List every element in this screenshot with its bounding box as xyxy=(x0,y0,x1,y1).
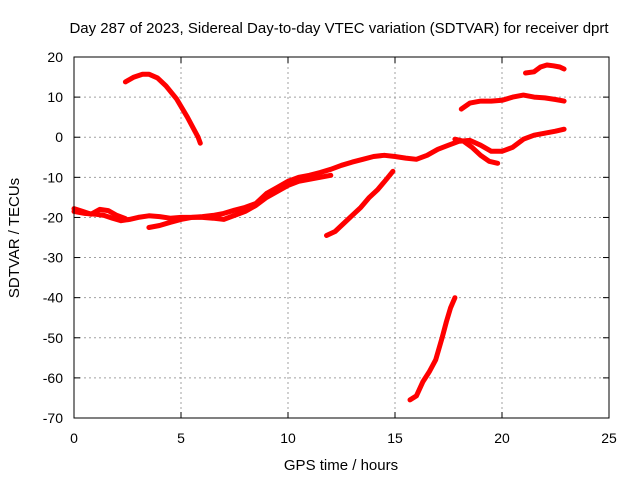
y-tick-label: 0 xyxy=(55,129,63,145)
plot-area xyxy=(71,62,567,403)
y-tick-label: -60 xyxy=(43,370,63,386)
x-tick-label: 25 xyxy=(601,430,617,446)
x-tick-label: 10 xyxy=(280,430,296,446)
grid-lines xyxy=(74,57,609,418)
series-arc-5 xyxy=(324,168,396,238)
series-arc-9 xyxy=(452,136,501,166)
y-tick-label: -50 xyxy=(43,330,63,346)
tick-labels: 0 5 10 15 20 25 20 10 0 -10 -20 -30 -40 -50 -60 -70 xyxy=(43,49,617,446)
x-axis-title: GPS time / hours xyxy=(284,457,398,474)
y-tick-label: -20 xyxy=(43,209,63,225)
x-tick-label: 5 xyxy=(177,430,185,446)
series-arc-7 xyxy=(458,92,567,112)
y-tick-label: 10 xyxy=(47,89,63,105)
series-arc-4 xyxy=(146,172,334,230)
x-tick-label: 15 xyxy=(387,430,403,446)
series-arc-3 xyxy=(71,206,128,222)
plot-frame xyxy=(73,56,610,419)
y-tick-label: 20 xyxy=(47,49,63,65)
series-arc-6 xyxy=(407,295,458,403)
series-arc-8 xyxy=(523,62,567,76)
series-arc-2 xyxy=(71,126,567,224)
series-arc-1 xyxy=(122,71,203,146)
y-axis-title: SDTVAR / TECUs xyxy=(6,178,23,298)
y-tick-label: -30 xyxy=(43,250,63,266)
y-tick-label: -40 xyxy=(43,290,63,306)
x-tick-label: 0 xyxy=(70,430,78,446)
chart-title: Day 287 of 2023, Sidereal Day-to-day VTE… xyxy=(69,20,609,37)
y-tick-label: -70 xyxy=(43,410,63,426)
x-tick-label: 20 xyxy=(494,430,510,446)
axis-ticks xyxy=(73,56,610,419)
y-tick-label: -10 xyxy=(43,169,63,185)
